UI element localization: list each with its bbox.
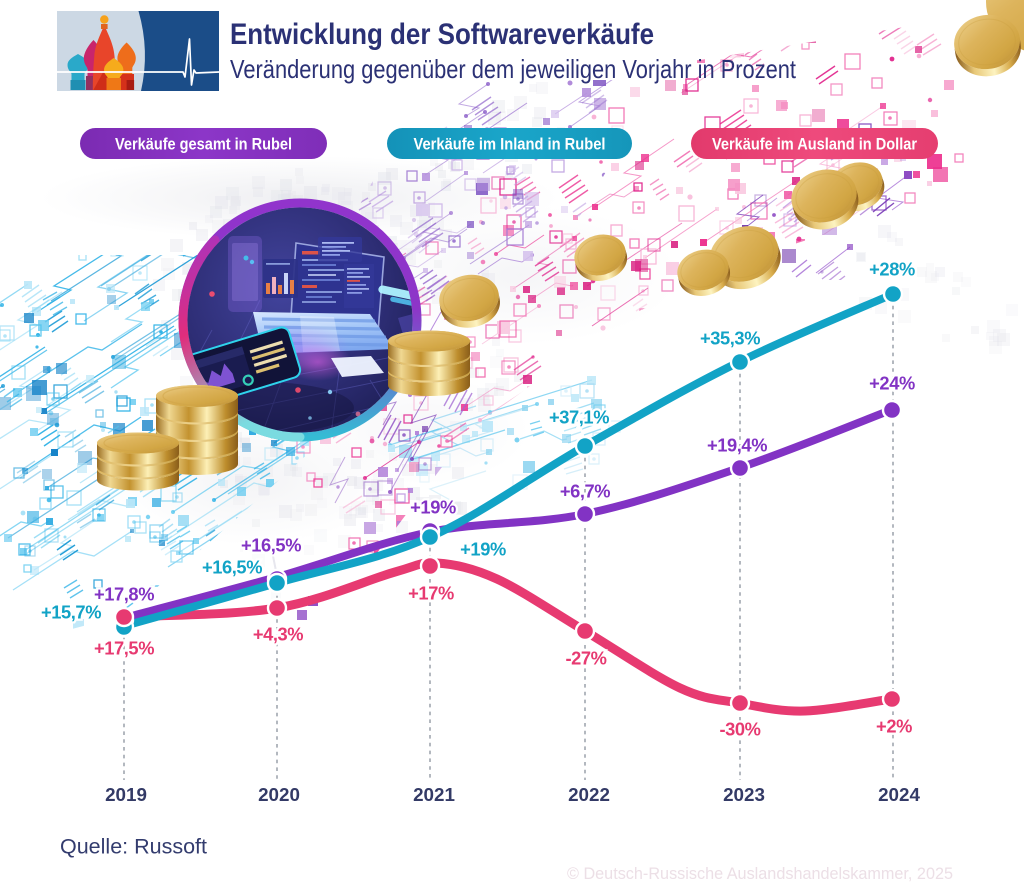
svg-text:2022: 2022 — [568, 784, 610, 805]
svg-text:Verkäufe gesamt in Rubel: Verkäufe gesamt in Rubel — [115, 135, 292, 154]
svg-text:Entwicklung der Softwareverkäu: Entwicklung der Softwareverkäufe — [230, 18, 654, 51]
svg-text:+19%: +19% — [410, 496, 456, 517]
svg-text:Verkäufe im Inland in Rubel: Verkäufe im Inland in Rubel — [414, 135, 606, 154]
svg-text:+17%: +17% — [408, 582, 454, 603]
svg-text:+4,3%: +4,3% — [253, 623, 303, 644]
svg-text:2021: 2021 — [413, 784, 455, 805]
svg-text:+16,5%: +16,5% — [202, 556, 262, 577]
svg-text:+16,5%: +16,5% — [241, 534, 301, 555]
svg-text:2024: 2024 — [878, 784, 920, 805]
svg-text:+24%: +24% — [869, 372, 915, 393]
svg-text:+6,7%: +6,7% — [560, 480, 610, 501]
svg-text:+15,7%: +15,7% — [41, 601, 101, 622]
svg-text:© Deutsch-Russische Auslandsha: © Deutsch-Russische Auslandshandelskamme… — [567, 864, 953, 883]
svg-text:+28%: +28% — [869, 258, 915, 279]
svg-text:+2%: +2% — [876, 715, 912, 736]
svg-text:-27%: -27% — [565, 647, 606, 668]
svg-text:+17,5%: +17,5% — [94, 637, 154, 658]
svg-text:+37,1%: +37,1% — [549, 406, 609, 427]
svg-text:Veränderung gegenüber dem jewe: Veränderung gegenüber dem jeweiligen Vor… — [230, 54, 797, 84]
svg-text:+35,3%: +35,3% — [700, 327, 760, 348]
svg-text:+19,4%: +19,4% — [707, 434, 767, 455]
svg-text:-30%: -30% — [719, 718, 760, 739]
svg-text:+17,8%: +17,8% — [94, 583, 154, 604]
svg-text:Verkäufe im Ausland in Dollar: Verkäufe im Ausland in Dollar — [712, 135, 917, 154]
svg-text:+19%: +19% — [460, 538, 506, 559]
svg-text:Quelle: Russoft: Quelle: Russoft — [60, 835, 207, 859]
svg-text:2023: 2023 — [723, 784, 765, 805]
svg-text:2020: 2020 — [258, 784, 300, 805]
svg-text:2019: 2019 — [105, 784, 147, 805]
